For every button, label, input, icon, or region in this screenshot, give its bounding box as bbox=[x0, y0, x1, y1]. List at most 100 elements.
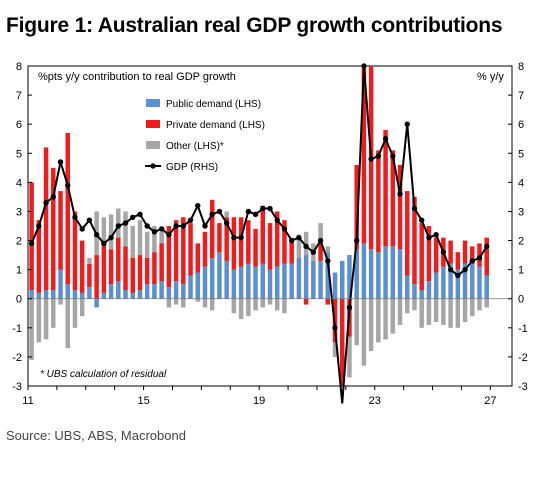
bar-public-demand bbox=[137, 290, 143, 299]
bar-private-demand bbox=[65, 132, 70, 285]
bar-other bbox=[253, 298, 258, 311]
bar-other bbox=[462, 298, 468, 322]
bar-other bbox=[108, 214, 114, 250]
y-tick-left-label: 3 bbox=[16, 206, 22, 218]
bar-public-demand bbox=[58, 269, 63, 299]
gdp-point bbox=[281, 226, 288, 232]
bar-public-demand bbox=[152, 284, 157, 299]
gdp-point bbox=[404, 121, 410, 127]
bar-public-demand bbox=[325, 252, 331, 299]
gdp-point bbox=[317, 237, 324, 244]
legend-swatch bbox=[146, 120, 160, 128]
gdp-point bbox=[180, 223, 187, 229]
bar-private-demand bbox=[448, 240, 453, 264]
bar-private-demand bbox=[116, 237, 121, 282]
gdp-point bbox=[390, 153, 396, 159]
bar-private-demand bbox=[202, 231, 208, 267]
gdp-point bbox=[455, 272, 461, 279]
bar-other bbox=[441, 298, 446, 325]
bar-private-demand bbox=[130, 258, 135, 293]
bar-private-demand bbox=[390, 150, 396, 247]
gdp-point bbox=[267, 205, 273, 212]
gdp-point bbox=[57, 159, 64, 165]
bar-other bbox=[116, 208, 121, 238]
bar-private-demand bbox=[325, 298, 331, 305]
bar-public-demand bbox=[188, 275, 193, 299]
legend-label: Private demand (LHS) bbox=[166, 120, 265, 131]
bar-public-demand bbox=[441, 266, 446, 299]
bar-public-demand bbox=[390, 246, 396, 299]
bar-other bbox=[383, 298, 388, 340]
bar-public-demand bbox=[87, 287, 92, 299]
bar-public-demand bbox=[462, 263, 468, 299]
bar-private-demand bbox=[36, 220, 42, 293]
bar-public-demand bbox=[311, 260, 316, 299]
bar-private-demand bbox=[181, 217, 186, 285]
bar-private-demand bbox=[282, 220, 287, 264]
bar-private-demand bbox=[318, 243, 323, 261]
bar-public-demand bbox=[405, 275, 410, 299]
bar-public-demand bbox=[217, 252, 222, 299]
y-tick-right-label: 5 bbox=[518, 148, 524, 160]
y-tick-left-label: 2 bbox=[16, 236, 22, 248]
bar-public-demand bbox=[36, 292, 42, 299]
bar-private-demand bbox=[412, 196, 417, 285]
y-tick-right-label: 8 bbox=[518, 61, 524, 73]
bar-private-demand bbox=[238, 217, 244, 267]
gdp-point bbox=[310, 249, 317, 255]
bar-public-demand bbox=[238, 266, 244, 299]
bar-other bbox=[274, 298, 280, 311]
y-tick-left-label: 1 bbox=[16, 265, 22, 277]
bar-private-demand bbox=[274, 211, 280, 267]
bar-other bbox=[484, 298, 489, 308]
bar-other bbox=[282, 298, 287, 314]
gdp-point bbox=[462, 266, 468, 273]
bar-other bbox=[144, 231, 150, 258]
bar-other bbox=[123, 211, 128, 247]
x-tick-label: 27 bbox=[484, 395, 496, 407]
gdp-point bbox=[353, 237, 360, 244]
bar-private-demand bbox=[58, 191, 63, 270]
gdp-point bbox=[447, 266, 454, 273]
plot-border bbox=[27, 65, 513, 387]
bar-public-demand bbox=[94, 298, 99, 308]
y-tick-left-label: 5 bbox=[16, 148, 22, 160]
bar-private-demand bbox=[340, 298, 345, 386]
bar-other bbox=[433, 298, 439, 322]
bar-public-demand bbox=[231, 269, 237, 299]
bar-public-demand bbox=[123, 290, 128, 299]
bar-private-demand bbox=[188, 223, 193, 276]
bar-other bbox=[72, 298, 78, 328]
bar-other bbox=[354, 298, 359, 346]
y-tick-right-label: 3 bbox=[518, 206, 524, 218]
bar-public-demand bbox=[108, 284, 114, 299]
bar-other bbox=[130, 226, 135, 258]
legend-swatch bbox=[146, 99, 160, 107]
gdp-point bbox=[187, 217, 194, 223]
bar-public-demand bbox=[224, 260, 229, 299]
gdp-point bbox=[101, 240, 107, 247]
bar-other bbox=[376, 298, 381, 343]
y-tick-right-label: 2 bbox=[518, 236, 524, 248]
legend-swatch bbox=[146, 141, 160, 149]
bar-public-demand bbox=[318, 260, 323, 299]
bar-public-demand bbox=[166, 287, 172, 299]
bar-public-demand bbox=[101, 292, 107, 299]
bar-public-demand bbox=[65, 284, 70, 299]
bar-public-demand bbox=[340, 260, 345, 299]
bar-private-demand bbox=[253, 228, 258, 267]
gdp-point bbox=[86, 217, 93, 223]
bar-private-demand bbox=[137, 255, 143, 290]
bar-private-demand bbox=[260, 205, 266, 264]
bars-layer bbox=[29, 66, 489, 386]
gdp-point bbox=[484, 243, 490, 250]
bar-private-demand bbox=[419, 223, 424, 290]
gdp-point bbox=[79, 226, 85, 232]
bar-private-demand bbox=[303, 298, 309, 305]
y-tick-right-label: -3 bbox=[518, 381, 528, 393]
gdp-point bbox=[288, 237, 295, 244]
bar-public-demand bbox=[397, 249, 403, 299]
gdp-point bbox=[43, 200, 49, 206]
gdp-point bbox=[122, 220, 129, 226]
bar-public-demand bbox=[181, 284, 186, 299]
